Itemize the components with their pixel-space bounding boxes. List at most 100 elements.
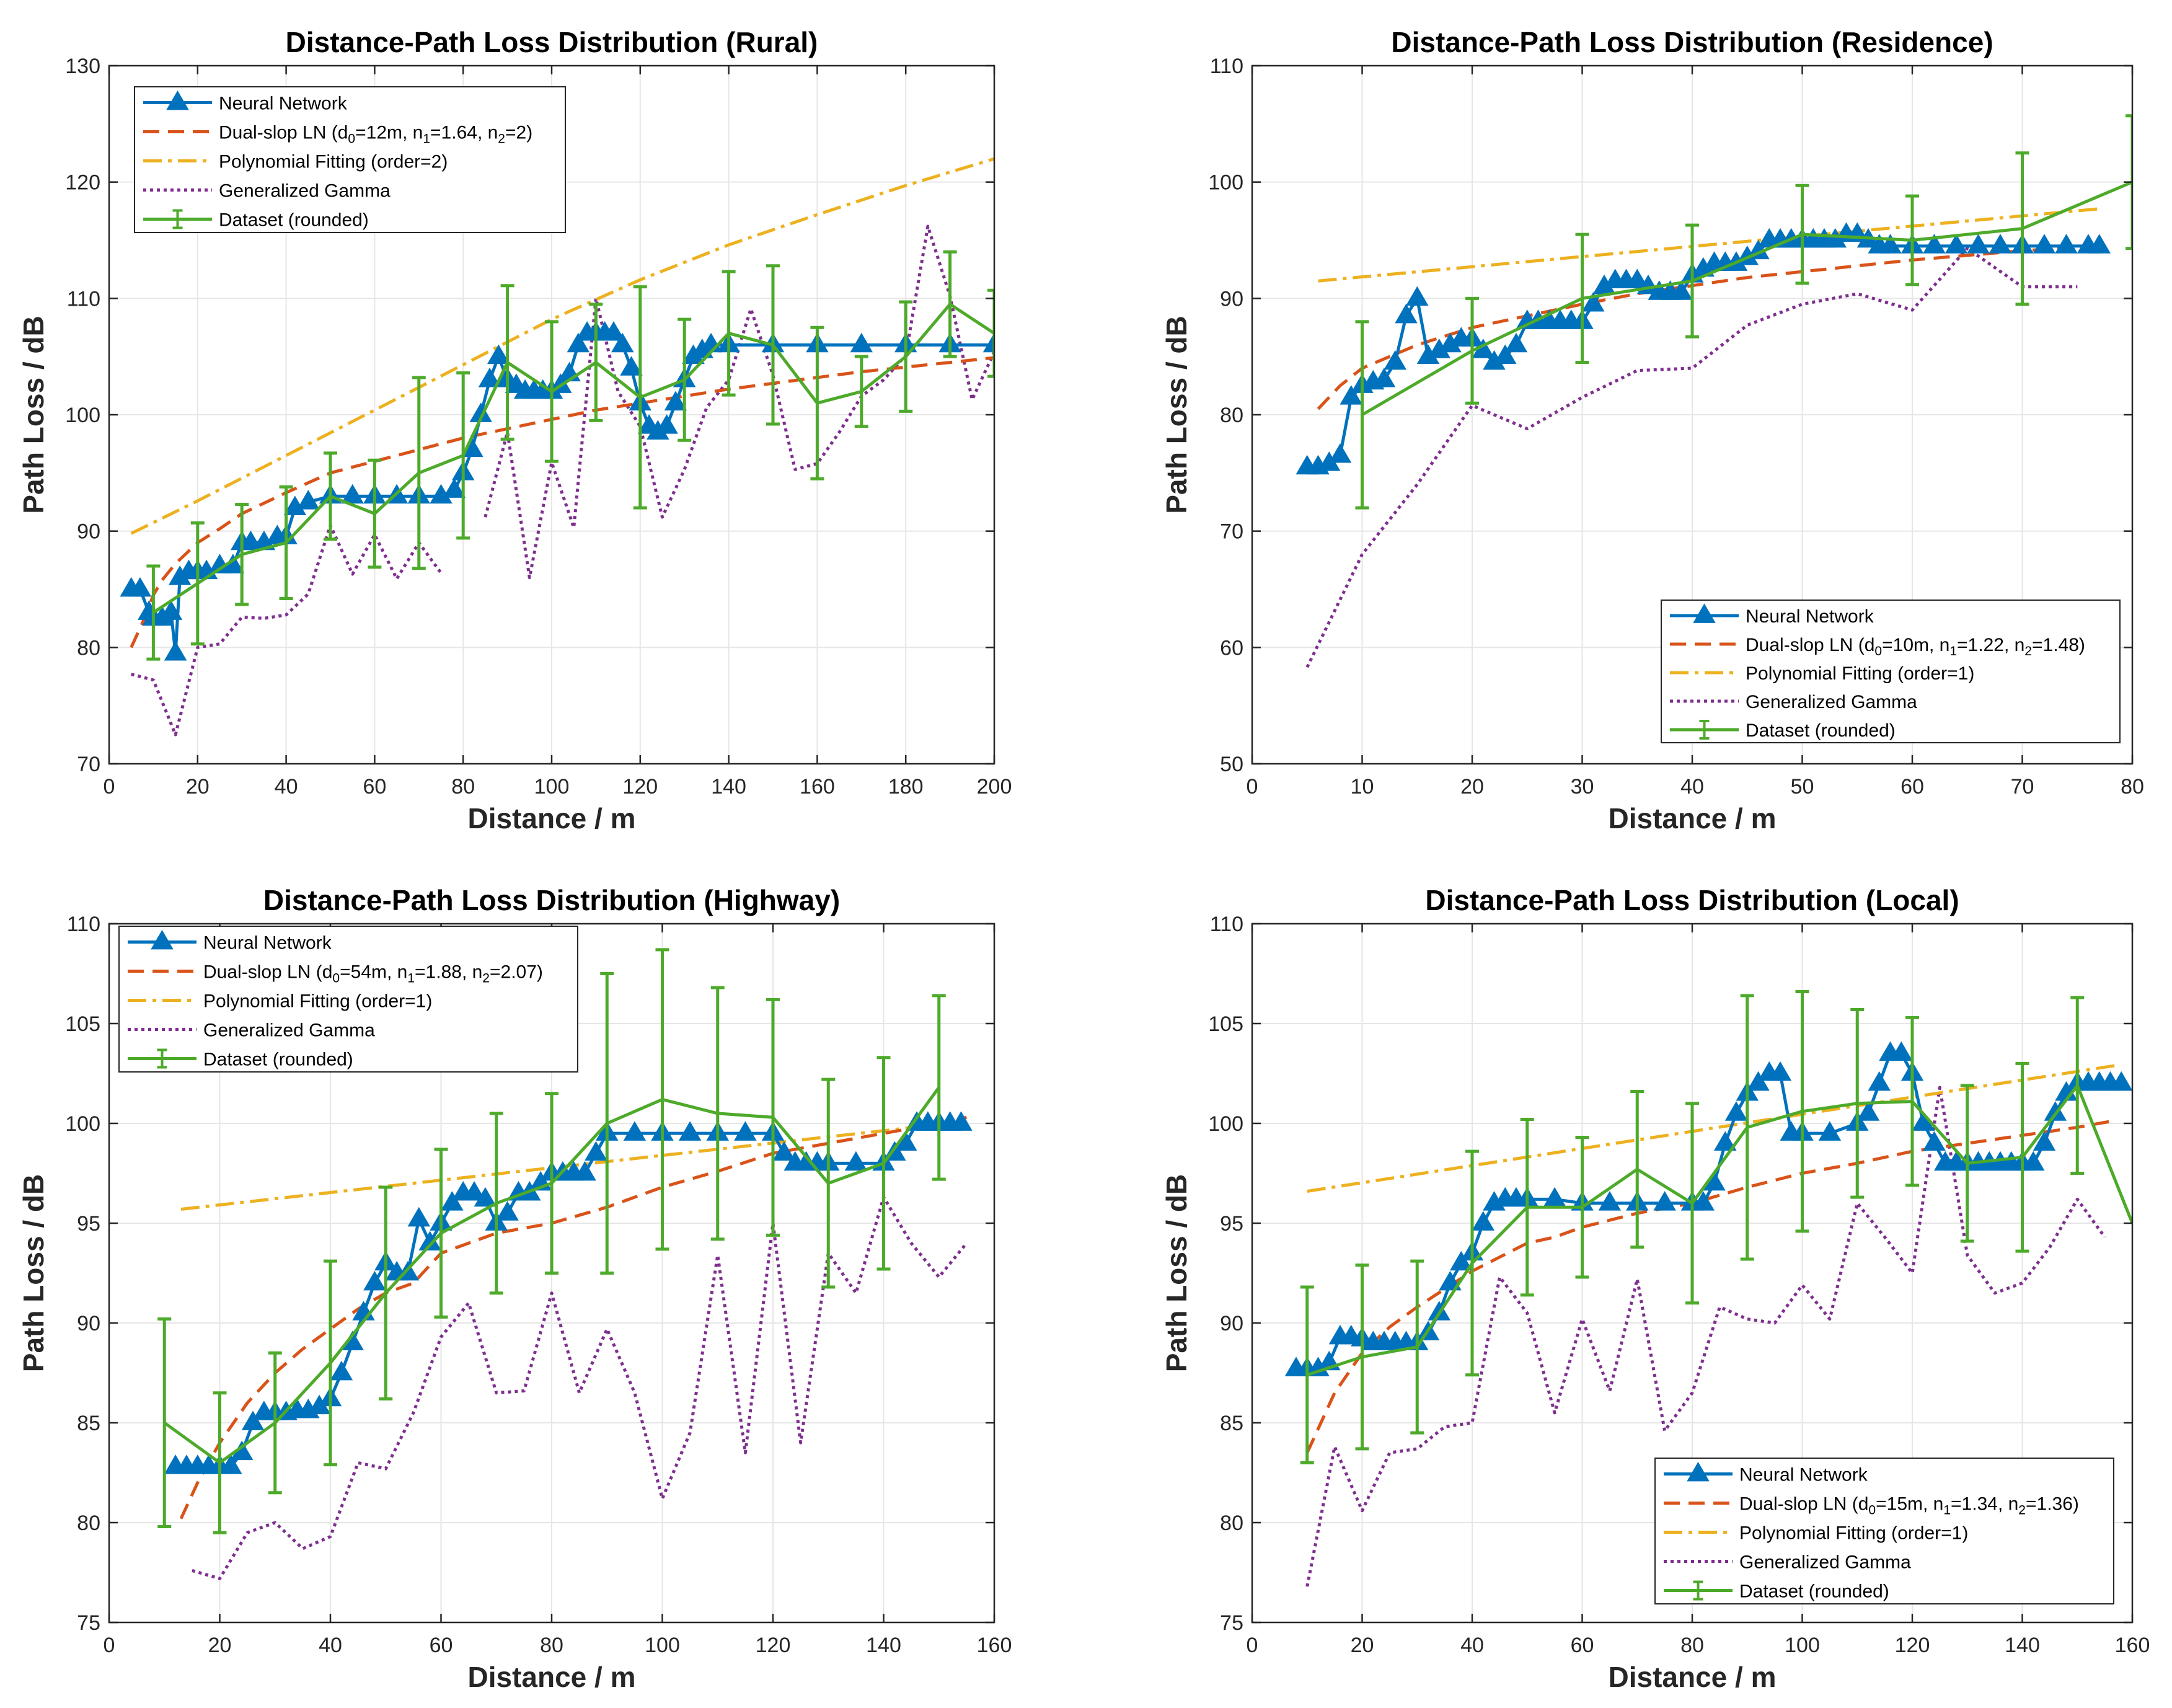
legend-label-part: Dual-slop LN (d (203, 962, 332, 983)
nn-marker (1395, 303, 1418, 324)
legend: Neural Network Dual-slop LN (d0=12m, n1=1… (134, 86, 566, 233)
nn-marker (1504, 332, 1528, 353)
legend-subscript: 0 (1868, 1503, 1876, 1518)
y-tick-label: 100 (65, 1112, 100, 1136)
legend: Neural Network Dual-slop LN (d0=54m, n1=1… (118, 926, 578, 1073)
x-tick-label: 100 (645, 1634, 680, 1657)
y-tick-label: 130 (65, 55, 100, 78)
legend-label-part: =1.22, n (1957, 635, 2024, 655)
legend-label-part: =1.48) (2032, 635, 2085, 655)
x-tick-label: 40 (1680, 775, 1704, 799)
nn-marker (2055, 234, 2078, 254)
legend-label-nn: Neural Network (219, 94, 348, 114)
nn-marker (1989, 234, 2012, 254)
nn-marker (1724, 1101, 1748, 1121)
nn-marker (982, 332, 994, 353)
nn-marker (2088, 234, 2111, 254)
y-axis-label: Path Loss / dB (17, 1174, 50, 1372)
nn-marker (496, 1201, 519, 1221)
nn-marker (2033, 234, 2056, 254)
chart-title: Distance-Path Loss Distribution (Highway… (263, 884, 840, 916)
legend-label-part: Dual-slop LN (d (219, 123, 348, 143)
nn-marker (441, 1191, 464, 1211)
legend-label-part: Dual-slop LN (d (1739, 1494, 1868, 1515)
y-tick-label: 90 (1220, 1312, 1243, 1335)
y-tick-label: 90 (77, 1312, 100, 1335)
x-axis-label: Distance / m (468, 1661, 636, 1693)
nn-marker (487, 344, 510, 364)
y-tick-label: 100 (1208, 1112, 1243, 1136)
y-tick-label: 85 (77, 1412, 100, 1435)
legend-label-part: =12m, n (355, 123, 423, 143)
nn-marker (2044, 1101, 2067, 1121)
chart-rural: 0 20 40 60 80 100 120 140 160 180 2007080901001101… (17, 26, 1012, 834)
nn-marker (1653, 1191, 1676, 1211)
series-poly (1318, 207, 2100, 283)
nn-marker (407, 1206, 431, 1227)
legend-label-part: =1.64, n (430, 123, 498, 143)
nn-marker (128, 577, 152, 597)
nn-marker (462, 1181, 486, 1201)
x-axis-label: Distance / m (1609, 1661, 1777, 1693)
nn-marker (1439, 1270, 1462, 1291)
nn-marker (1626, 268, 1649, 289)
legend-label-dual: Dual-slop LN (d0=54m, n1=1.88, n2=2.07) (203, 962, 543, 986)
nn-marker (585, 1141, 607, 1161)
legend-subscript: 0 (332, 971, 340, 986)
nn-marker (734, 1121, 757, 1141)
legend-label-gamma: Generalized Gamma (203, 1020, 375, 1041)
x-tick-label: 0 (1247, 775, 1258, 799)
series-data (146, 250, 994, 661)
x-tick-label: 80 (2121, 775, 2144, 799)
legend-nn-marker (151, 929, 174, 950)
nn-marker (1714, 1131, 1737, 1151)
y-tick-label: 80 (77, 1511, 100, 1535)
legend-label-poly: Polynomial Fitting (order=1) (1739, 1523, 1968, 1544)
x-tick-label: 160 (800, 775, 835, 799)
x-tick-label: 60 (430, 1634, 453, 1657)
chart-title: Distance-Path Loss Distribution (Rural) (286, 26, 818, 58)
x-tick-label: 160 (977, 1634, 1012, 1657)
nn-marker (573, 1161, 596, 1181)
nn-marker (330, 1360, 353, 1381)
legend-subscript: 2 (482, 971, 490, 986)
x-tick-label: 0 (104, 775, 115, 799)
nn-marker (297, 490, 320, 510)
nn-marker (850, 332, 873, 353)
nn-marker (1450, 1250, 1473, 1271)
x-tick-label: 40 (1460, 1634, 1484, 1657)
legend-nn-marker (1693, 603, 1716, 623)
x-axis-label: Distance / m (1609, 802, 1777, 834)
y-tick-label: 110 (67, 913, 100, 936)
series-line-gamma (131, 523, 443, 737)
nn-marker (1768, 1061, 1792, 1081)
legend-label-data: Dataset (rounded) (203, 1050, 353, 1070)
nn-marker (655, 414, 678, 434)
y-axis-label: Path Loss / dB (1160, 1174, 1193, 1372)
x-tick-label: 140 (2005, 1634, 2040, 1657)
x-tick-label: 60 (1571, 1634, 1594, 1657)
legend-label-gamma: Generalized Gamma (219, 181, 391, 201)
x-tick-label: 20 (1460, 775, 1484, 799)
legend-subscript: 2 (2018, 1503, 2026, 1518)
legend-subscript: 1 (423, 132, 430, 146)
y-tick-label: 85 (1220, 1412, 1243, 1435)
series-line-data (152, 303, 994, 614)
series-line-dual (1305, 1120, 2111, 1454)
legend-subscript: 0 (1874, 644, 1882, 658)
x-tick-label: 80 (1680, 1634, 1704, 1657)
legend-label-dual: Dual-slop LN (d0=15m, n1=1.34, n2=1.36) (1739, 1494, 2079, 1518)
y-axis-label: Path Loss / dB (1160, 316, 1193, 513)
nn-marker (341, 484, 364, 504)
legend-label-nn: Neural Network (1739, 1465, 1868, 1485)
nn-marker (219, 1454, 242, 1474)
nn-marker (164, 641, 187, 661)
nn-marker (1879, 234, 1902, 254)
nn-marker (620, 356, 643, 376)
legend-label-data: Dataset (rounded) (1739, 1582, 1889, 1602)
x-tick-label: 0 (1247, 1634, 1258, 1657)
legend-label-part: =10m, n (1882, 635, 1949, 655)
y-tick-label: 75 (77, 1611, 100, 1635)
